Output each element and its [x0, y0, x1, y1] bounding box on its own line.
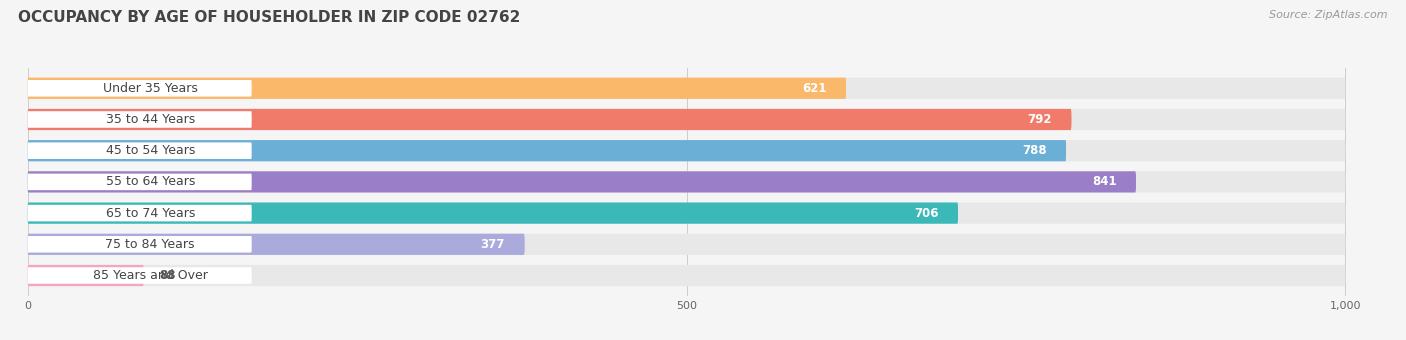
- Text: OCCUPANCY BY AGE OF HOUSEHOLDER IN ZIP CODE 02762: OCCUPANCY BY AGE OF HOUSEHOLDER IN ZIP C…: [18, 10, 520, 25]
- FancyBboxPatch shape: [28, 109, 1071, 130]
- FancyBboxPatch shape: [28, 142, 252, 159]
- Text: 35 to 44 Years: 35 to 44 Years: [105, 113, 195, 126]
- Text: 792: 792: [1028, 113, 1052, 126]
- FancyBboxPatch shape: [28, 234, 524, 255]
- Text: 75 to 84 Years: 75 to 84 Years: [105, 238, 195, 251]
- Text: 706: 706: [914, 207, 939, 220]
- FancyBboxPatch shape: [28, 140, 1066, 161]
- Text: 55 to 64 Years: 55 to 64 Years: [105, 175, 195, 188]
- FancyBboxPatch shape: [28, 78, 846, 99]
- FancyBboxPatch shape: [1073, 174, 1136, 190]
- FancyBboxPatch shape: [28, 174, 252, 190]
- FancyBboxPatch shape: [894, 205, 957, 221]
- FancyBboxPatch shape: [783, 80, 846, 96]
- FancyBboxPatch shape: [28, 203, 957, 224]
- Text: 788: 788: [1022, 144, 1046, 157]
- FancyBboxPatch shape: [28, 234, 1346, 255]
- FancyBboxPatch shape: [28, 140, 1346, 161]
- Text: Source: ZipAtlas.com: Source: ZipAtlas.com: [1270, 10, 1388, 20]
- FancyBboxPatch shape: [28, 265, 143, 286]
- FancyBboxPatch shape: [28, 236, 252, 253]
- FancyBboxPatch shape: [28, 267, 252, 284]
- FancyBboxPatch shape: [1008, 112, 1071, 128]
- FancyBboxPatch shape: [28, 80, 252, 97]
- FancyBboxPatch shape: [28, 171, 1136, 192]
- FancyBboxPatch shape: [28, 109, 1346, 130]
- Text: 45 to 54 Years: 45 to 54 Years: [105, 144, 195, 157]
- FancyBboxPatch shape: [28, 78, 1346, 99]
- Text: 65 to 74 Years: 65 to 74 Years: [105, 207, 195, 220]
- Text: 377: 377: [481, 238, 505, 251]
- FancyBboxPatch shape: [28, 265, 1346, 286]
- Text: 621: 621: [801, 82, 827, 95]
- Text: 841: 841: [1092, 175, 1116, 188]
- FancyBboxPatch shape: [28, 111, 252, 128]
- FancyBboxPatch shape: [28, 205, 252, 221]
- Text: 85 Years and Over: 85 Years and Over: [93, 269, 208, 282]
- Text: Under 35 Years: Under 35 Years: [103, 82, 198, 95]
- Text: 88: 88: [159, 269, 176, 282]
- FancyBboxPatch shape: [28, 171, 1346, 192]
- FancyBboxPatch shape: [1002, 143, 1066, 159]
- FancyBboxPatch shape: [28, 203, 1346, 224]
- FancyBboxPatch shape: [461, 236, 524, 252]
